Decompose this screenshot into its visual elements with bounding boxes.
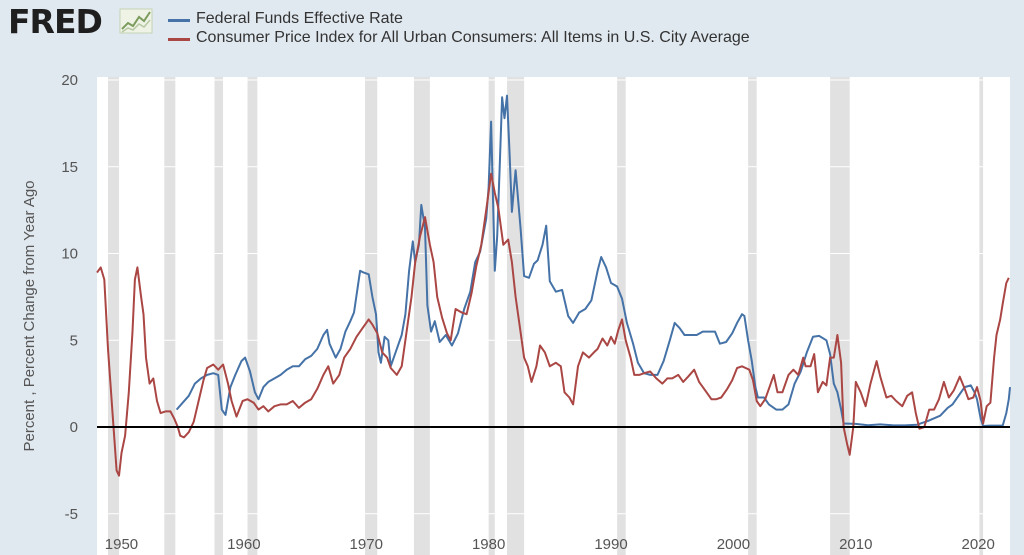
legend-item-cpi[interactable]: Consumer Price Index for All Urban Consu… — [168, 29, 750, 48]
recession-bar — [617, 77, 626, 555]
chart-header: FRED Federal Funds Effective Rate Consum… — [0, 0, 1024, 60]
x-tick-label: 2020 — [961, 536, 994, 553]
y-tick-label: 20 — [61, 72, 78, 89]
legend-item-fed-funds[interactable]: Federal Funds Effective Rate — [168, 10, 750, 29]
series-lines — [96, 94, 1011, 477]
line-chart: -5 0 5 10 15 20 1950 1960 1970 1980 1990 2000 2010 2… — [21, 72, 1011, 555]
x-tick-label: 1990 — [594, 536, 627, 553]
trend-chart-icon — [119, 8, 153, 34]
x-tick-label: 1960 — [227, 536, 260, 553]
y-tick-label: -5 — [65, 506, 78, 523]
y-tick-label: 10 — [61, 246, 78, 263]
recession-bar — [413, 77, 430, 555]
y-axis: -5 0 5 10 15 20 — [61, 72, 1010, 523]
series-line-fed-funds — [175, 94, 1011, 427]
x-tick-label: 1980 — [472, 536, 505, 553]
y-tick-label: 5 — [70, 332, 78, 349]
y-axis-label: Percent , Percent Change from Year Ago — [21, 180, 38, 451]
legend-label-cpi: Consumer Price Index for All Urban Consu… — [196, 29, 750, 46]
y-gridlines — [97, 79, 1010, 515]
recession-bar — [830, 77, 850, 555]
y-tick-label: 0 — [70, 419, 78, 436]
recession-bar — [214, 77, 224, 555]
plot-area — [97, 77, 1010, 555]
x-axis: 1950 1960 1970 1980 1990 2000 2010 2020 — [105, 536, 995, 553]
legend-swatch-cpi — [168, 38, 190, 41]
chart-legend: Federal Funds Effective Rate Consumer Pr… — [168, 10, 750, 48]
recession-bar — [748, 77, 757, 555]
fred-logo[interactable]: FRED — [8, 2, 103, 41]
y-tick-label: 15 — [61, 159, 78, 176]
recession-bar — [108, 77, 120, 555]
recession-bar — [365, 77, 378, 555]
legend-label-fed-funds: Federal Funds Effective Rate — [196, 10, 403, 27]
recession-bar — [164, 77, 176, 555]
series-line-cpi — [96, 172, 1010, 477]
x-tick-label: 2000 — [717, 536, 750, 553]
recession-bar — [247, 77, 258, 555]
recession-bar — [488, 77, 495, 555]
x-tick-label: 2010 — [839, 536, 872, 553]
recession-bar — [979, 77, 984, 555]
legend-swatch-fed-funds — [168, 19, 190, 22]
x-tick-label: 1970 — [350, 536, 383, 553]
x-tick-label: 1950 — [105, 536, 138, 553]
